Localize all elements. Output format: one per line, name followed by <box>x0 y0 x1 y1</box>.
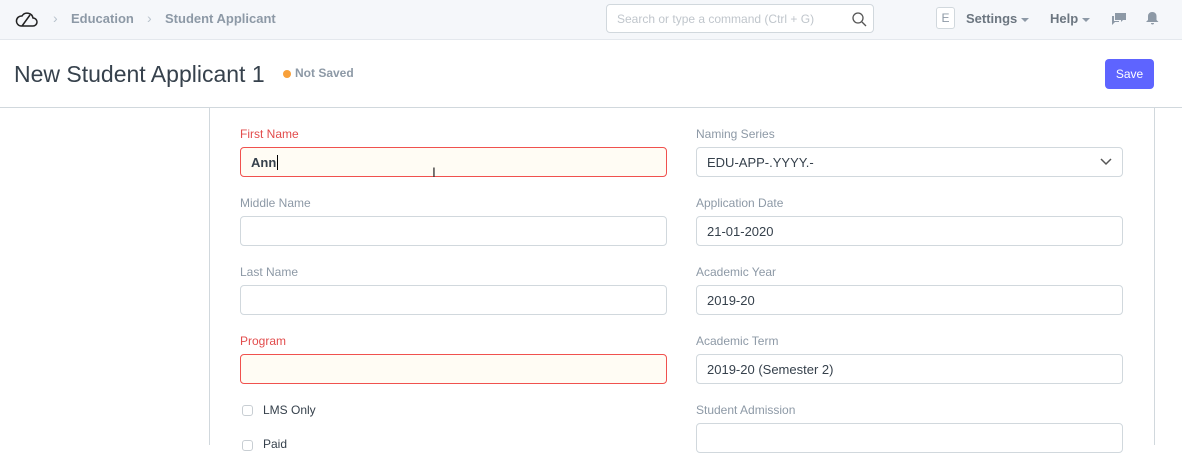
academic-term-label: Academic Term <box>696 334 779 348</box>
paid-label: Paid <box>263 437 288 451</box>
search-input[interactable]: Search or type a command (Ctrl + G) <box>606 4 874 33</box>
student-admission-input[interactable] <box>696 423 1123 453</box>
breadcrumb-education[interactable]: Education <box>71 11 134 26</box>
save-button[interactable]: Save <box>1105 59 1154 89</box>
lms-only-label: LMS Only <box>263 403 316 417</box>
text-cursor-icon: I <box>432 164 436 180</box>
application-date-input[interactable]: 21-01-2020 <box>696 216 1123 246</box>
caret-down-icon <box>1082 17 1091 22</box>
last-name-input[interactable] <box>240 285 667 315</box>
naming-series-label: Naming Series <box>696 127 775 141</box>
page-header: New Student Applicant 1 Not Saved Save <box>0 41 1182 108</box>
chevron-right-icon: › <box>147 10 152 26</box>
navbar: › Education › Student Applicant Search o… <box>0 0 1182 40</box>
breadcrumb-student-applicant[interactable]: Student Applicant <box>165 11 276 26</box>
settings-label: Settings <box>966 11 1018 26</box>
middle-name-input[interactable] <box>240 216 667 246</box>
paid-checkbox[interactable] <box>242 440 253 451</box>
search-icon <box>852 12 867 27</box>
app-logo-icon[interactable] <box>15 9 39 29</box>
academic-year-label: Academic Year <box>696 265 777 279</box>
status-badge: Not Saved <box>295 66 354 80</box>
bell-icon[interactable] <box>1146 11 1159 26</box>
chat-icon[interactable] <box>1111 12 1127 26</box>
settings-menu[interactable]: Settings <box>966 11 1030 26</box>
search-placeholder: Search or type a command (Ctrl + G) <box>617 12 815 26</box>
last-name-label: Last Name <box>240 265 299 279</box>
first-name-label: First Name <box>240 127 299 141</box>
avatar[interactable]: E <box>936 7 955 29</box>
status-indicator <box>283 70 291 78</box>
application-date-label: Application Date <box>696 196 784 210</box>
caret-down-icon <box>1021 17 1030 22</box>
first-name-input[interactable]: Ann <box>240 147 667 177</box>
chevron-right-icon: › <box>53 10 58 26</box>
first-name-value: Ann <box>251 155 277 170</box>
page-title: New Student Applicant 1 <box>14 61 265 87</box>
lms-only-checkbox[interactable] <box>242 405 253 416</box>
naming-series-value: EDU-APP-.YYYY.- <box>707 155 814 170</box>
naming-series-select[interactable]: EDU-APP-.YYYY.- <box>696 147 1123 177</box>
middle-name-label: Middle Name <box>240 196 311 210</box>
program-input[interactable] <box>240 354 667 384</box>
chevron-down-icon <box>1100 158 1112 166</box>
help-menu[interactable]: Help <box>1050 11 1091 26</box>
text-cursor <box>277 155 279 170</box>
form-body <box>209 108 1155 445</box>
academic-year-input[interactable]: 2019-20 <box>696 285 1123 315</box>
student-admission-label: Student Admission <box>696 403 796 417</box>
academic-term-input[interactable]: 2019-20 (Semester 2) <box>696 354 1123 384</box>
program-label: Program <box>240 334 287 348</box>
help-label: Help <box>1050 11 1079 26</box>
